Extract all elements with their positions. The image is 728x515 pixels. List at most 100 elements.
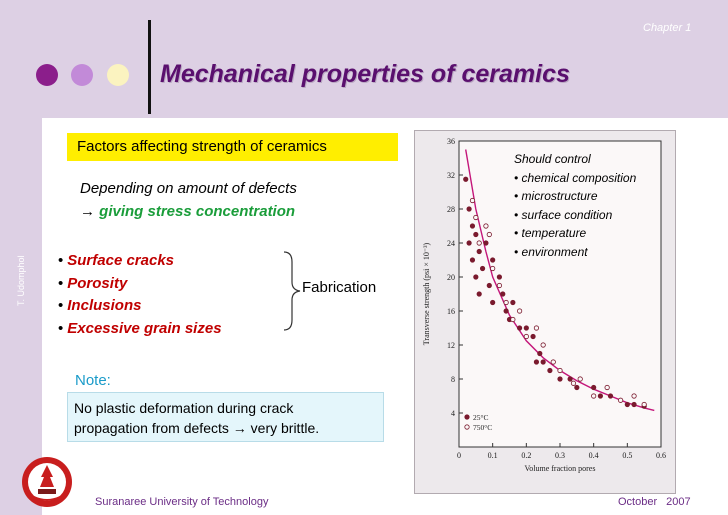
y-tick-label: 4 xyxy=(451,409,455,418)
strength-chart: 4 8 12 16 20 24 28 32 36 0 0.1 0.2 0.3 0.4 0.5 0.6 Volum… xyxy=(414,130,676,494)
data-point-750c xyxy=(577,376,583,382)
note-line-1: No plastic deformation during crack xyxy=(74,400,294,416)
footer-date: October 2007 xyxy=(618,496,691,508)
y-tick-label: 16 xyxy=(447,307,455,316)
data-point-25c xyxy=(500,291,506,297)
data-point-750c xyxy=(557,367,563,374)
data-point-25c xyxy=(490,257,496,263)
arrow-icon: → xyxy=(80,203,95,220)
x-axis-label: Volume fraction pores xyxy=(525,464,596,473)
list-item: • Surface cracks xyxy=(58,252,175,269)
legend-label: 750°C xyxy=(473,423,492,432)
data-point-25c xyxy=(540,359,546,365)
chapter-label: Chapter 1 xyxy=(643,22,692,34)
data-point-25c xyxy=(530,333,536,340)
data-point-750c xyxy=(490,265,496,272)
x-tick-label: 0.6 xyxy=(656,451,666,460)
data-point-25c xyxy=(496,274,503,280)
stress-label: giving stress concentration xyxy=(99,203,296,220)
list-item: • surface condition xyxy=(514,207,613,222)
legend-marker xyxy=(464,424,470,430)
data-point-750c xyxy=(496,282,503,289)
author-label: T. Udomphol xyxy=(16,255,26,306)
y-tick-label: 28 xyxy=(447,205,455,214)
decor-dot-2 xyxy=(71,64,93,86)
fabrication-label: Fabrication xyxy=(302,279,377,296)
x-tick-label: 0.3 xyxy=(555,451,565,460)
list-item: • Inclusions xyxy=(58,297,142,314)
decor-dot-3 xyxy=(107,64,129,86)
data-point-25c xyxy=(631,401,637,408)
list-item: • chemical composition xyxy=(514,170,637,185)
sidebar-band xyxy=(0,118,42,515)
data-point-25c xyxy=(486,282,492,289)
data-point-750c xyxy=(476,240,482,246)
data-point-25c xyxy=(510,299,516,306)
data-point-750c xyxy=(604,384,610,391)
data-point-25c xyxy=(473,274,479,280)
list-item: • microstructure xyxy=(514,189,598,203)
data-point-25c xyxy=(557,376,563,382)
decor-dot-1 xyxy=(36,64,58,86)
university-logo xyxy=(22,457,72,507)
data-point-25c xyxy=(574,384,580,391)
note-box: No plastic deformation during crack prop… xyxy=(67,392,384,442)
data-point-25c xyxy=(466,206,472,212)
stress-text: → giving stress concentration xyxy=(80,203,295,220)
data-point-25c xyxy=(469,257,476,263)
x-tick-label: 0.4 xyxy=(589,451,599,460)
data-point-25c xyxy=(473,231,479,238)
title-divider xyxy=(148,20,151,114)
list-item: • Porosity xyxy=(58,274,128,292)
data-point-25c xyxy=(466,240,472,246)
list-item: • temperature xyxy=(514,226,587,240)
data-point-25c xyxy=(607,393,614,399)
x-tick-label: 0.5 xyxy=(622,451,632,460)
y-tick-label: 32 xyxy=(447,171,455,180)
data-point-25c xyxy=(567,376,573,382)
y-tick-label: 12 xyxy=(447,341,455,350)
brace-icon xyxy=(283,251,301,331)
data-point-25c xyxy=(476,248,482,255)
data-point-750c xyxy=(486,231,492,238)
data-point-750c xyxy=(517,308,523,314)
data-point-25c xyxy=(597,393,603,399)
data-point-750c xyxy=(550,359,556,365)
y-tick-label: 36 xyxy=(447,137,455,146)
data-point-750c xyxy=(469,197,476,204)
data-point-25c xyxy=(469,223,476,229)
fit-curve xyxy=(465,149,655,412)
factors-heading: Factors affecting strength of ceramics xyxy=(67,133,398,161)
data-point-750c xyxy=(618,397,624,403)
data-point-750c xyxy=(631,393,637,399)
data-point-25c xyxy=(476,291,482,297)
x-tick-label: 0.2 xyxy=(521,451,531,460)
data-point-25c xyxy=(463,176,469,182)
defects-list: • Surface cracks • Porosity • Inclusions • E… xyxy=(58,252,222,342)
slide-title: Mechanical properties of ceramics xyxy=(160,60,570,88)
data-point-25c xyxy=(483,240,489,246)
data-point-25c xyxy=(503,308,509,314)
arrow-icon: → xyxy=(232,420,247,436)
data-point-25c xyxy=(533,359,540,365)
data-point-25c xyxy=(523,325,529,331)
header-band xyxy=(0,0,728,118)
note-line-2: propagation from defects → very brittle. xyxy=(74,420,320,436)
data-point-25c xyxy=(537,350,543,357)
x-tick-label: 0 xyxy=(457,451,461,460)
footer-university: Suranaree University of Technology xyxy=(95,496,269,508)
data-point-750c xyxy=(473,214,479,221)
data-point-750c xyxy=(483,223,489,229)
data-point-750c xyxy=(533,325,540,331)
y-tick-label: 24 xyxy=(447,239,455,248)
legend-label: 25°C xyxy=(473,413,489,422)
data-point-25c xyxy=(490,299,496,306)
data-point-750c xyxy=(641,401,647,408)
data-point-750c xyxy=(523,333,529,340)
legend-marker xyxy=(464,414,470,420)
y-tick-label: 20 xyxy=(447,273,455,282)
data-point-25c xyxy=(479,265,486,272)
note-label: Note: xyxy=(75,372,111,389)
data-point-25c xyxy=(547,367,553,374)
x-tick-label: 0.1 xyxy=(488,451,498,460)
